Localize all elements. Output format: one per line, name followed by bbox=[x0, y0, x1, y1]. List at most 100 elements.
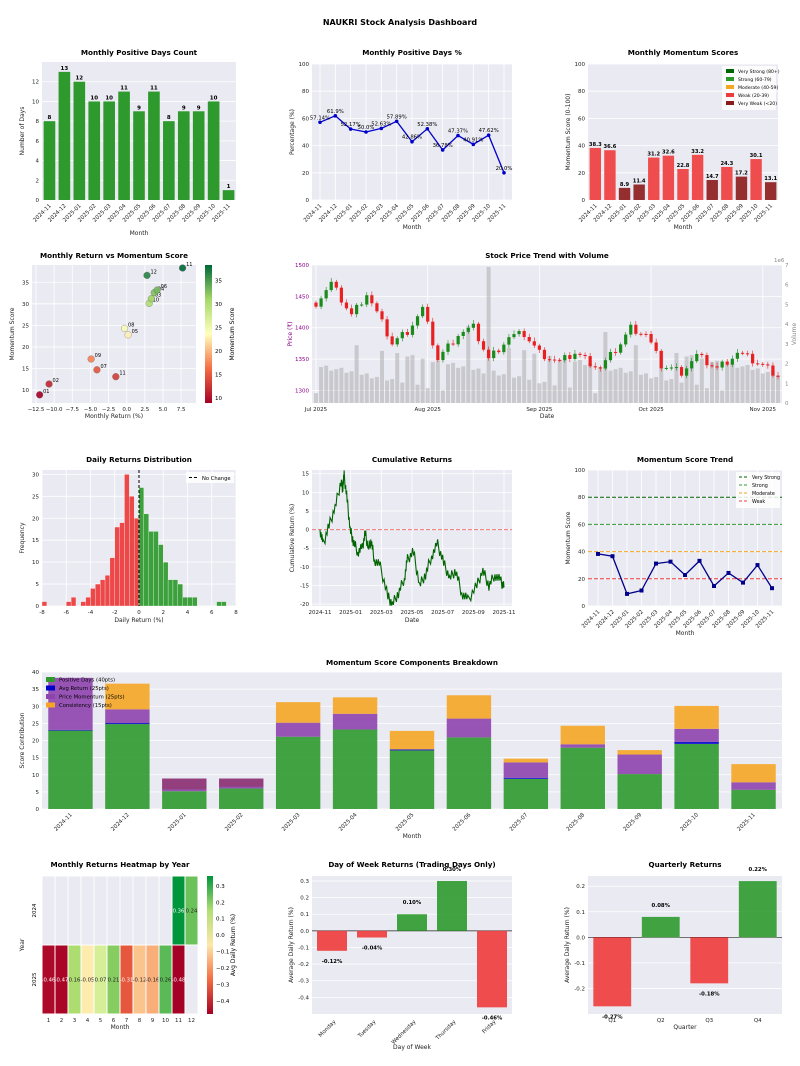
scatter-point bbox=[153, 286, 161, 294]
volume-bar bbox=[562, 357, 567, 403]
bar-value-label: -0.46% bbox=[482, 1015, 503, 1021]
y-tick-label: 0.0 bbox=[576, 935, 585, 941]
stacked-bar-segment bbox=[275, 702, 321, 723]
volume-bar bbox=[567, 387, 572, 403]
histogram-bar bbox=[163, 561, 169, 607]
x-tick-label: 6 bbox=[210, 610, 214, 616]
y-tick-label: 10 bbox=[302, 490, 309, 496]
candle-body bbox=[365, 295, 369, 305]
x-tick-label: Q1 bbox=[608, 1018, 616, 1024]
histogram-bar bbox=[66, 601, 72, 607]
candle-body bbox=[319, 298, 323, 307]
candle-body bbox=[756, 363, 760, 365]
y-tick-label: 80 bbox=[578, 89, 585, 95]
volume-bar bbox=[633, 345, 638, 403]
y-tick-label: 15 bbox=[22, 367, 29, 373]
y-tick-label: 2 bbox=[36, 178, 40, 184]
heatmap-cell-label: -0.48 bbox=[172, 978, 186, 984]
y-tick-label: 5 bbox=[306, 509, 310, 515]
volume-bar bbox=[649, 378, 654, 403]
candle-body bbox=[415, 316, 420, 326]
x-tick-label: 7 bbox=[125, 1018, 129, 1024]
colorbar bbox=[207, 876, 213, 1014]
legend-label: Strong (60-79) bbox=[738, 77, 772, 83]
heatmap-cell-label: 0.26 bbox=[160, 978, 172, 984]
y-tick-label: 1400 bbox=[295, 326, 309, 332]
heatmap-empty-cell bbox=[184, 944, 199, 1015]
data-point bbox=[755, 563, 760, 568]
candle-body bbox=[588, 356, 592, 367]
legend-box bbox=[722, 66, 776, 110]
legend-swatch bbox=[46, 694, 55, 699]
candle-body bbox=[507, 337, 511, 345]
colorbar-tick-label: 20 bbox=[215, 349, 222, 355]
bar-value-label: 11 bbox=[150, 86, 158, 92]
candle-body bbox=[598, 367, 602, 369]
x-tick-label: 0.0 bbox=[122, 407, 131, 413]
x-axis-label: Month bbox=[674, 224, 693, 231]
data-point bbox=[410, 139, 414, 144]
y-tick-label: 25 bbox=[22, 323, 29, 329]
bar-value-label: -0.12% bbox=[322, 959, 343, 965]
x-tick-label: Jul 2025 bbox=[304, 407, 328, 413]
plot-area bbox=[32, 265, 196, 403]
point-label: 12 bbox=[151, 269, 157, 275]
volume-bar bbox=[613, 369, 618, 403]
bar bbox=[177, 111, 190, 200]
chart-title: Monthly Momentum Scores bbox=[628, 48, 739, 57]
histogram-bar bbox=[158, 544, 164, 607]
legend-swatch bbox=[46, 685, 55, 691]
candle-body bbox=[410, 325, 415, 335]
y-tick-label: 6 bbox=[36, 139, 40, 145]
scatter-point bbox=[93, 366, 101, 374]
volume-bar bbox=[430, 362, 435, 403]
volume-tick-label: 7 bbox=[785, 263, 789, 269]
candle-body bbox=[471, 323, 475, 328]
x-tick-label: −2.5 bbox=[102, 407, 116, 413]
candle-body bbox=[314, 302, 318, 307]
candle-body bbox=[517, 331, 521, 335]
bar bbox=[604, 150, 616, 200]
stacked-bar-segment bbox=[560, 725, 605, 745]
chart-momentum-components: 2024-11 2024-12 2025-01 2025-02 2025-03 2025-… bbox=[19, 658, 782, 840]
y-axis-label: Year bbox=[19, 938, 26, 952]
bar-value-label: 8 bbox=[48, 115, 52, 121]
x-tick-label: 3 bbox=[73, 1018, 77, 1024]
volume-bar bbox=[765, 372, 770, 403]
colorbar-label: Avg Daily Return (%) bbox=[230, 914, 237, 976]
candle-body bbox=[421, 306, 425, 317]
volume-bar bbox=[608, 370, 613, 403]
y-tick-label: -0.1 bbox=[574, 961, 585, 967]
heatmap-cell-label: 0.07 bbox=[95, 978, 107, 984]
point-label: 11 bbox=[119, 371, 125, 377]
legend-swatch bbox=[726, 69, 734, 73]
volume-bar bbox=[618, 367, 623, 403]
bar bbox=[721, 166, 733, 200]
y-tick-label: 10 bbox=[32, 773, 39, 779]
histogram-bar bbox=[129, 496, 135, 607]
y-tick-label: 40 bbox=[302, 144, 309, 150]
stacked-bar-segment bbox=[48, 729, 93, 731]
volume-bar bbox=[689, 355, 694, 403]
colorbar-tick-label: 35 bbox=[215, 278, 222, 284]
x-tick-label: Q2 bbox=[657, 1018, 665, 1024]
candle-body bbox=[553, 359, 557, 361]
x-tick-label: Thursday bbox=[434, 1019, 458, 1043]
bar bbox=[103, 101, 115, 200]
chart-title: Daily Returns Distribution bbox=[86, 455, 192, 464]
dashboard-title: NAUKRI Stock Analysis Dashboard bbox=[323, 18, 478, 27]
x-axis-label: Daily Return (%) bbox=[114, 617, 163, 624]
y-tick-label: 20 bbox=[32, 516, 39, 522]
x-tick-label: 2025-05 bbox=[401, 610, 424, 616]
candle-body bbox=[715, 366, 719, 368]
y-tick-label: 0 bbox=[582, 198, 586, 204]
histogram-bar bbox=[143, 513, 149, 607]
histogram-bar bbox=[114, 526, 120, 607]
volume-bar bbox=[679, 382, 684, 403]
data-point bbox=[625, 591, 629, 596]
volume-bar bbox=[740, 366, 745, 403]
legend-label: Price Momentum (25pts) bbox=[59, 695, 125, 701]
data-point bbox=[471, 142, 476, 147]
chart-cumulative-returns: 2024-11 2025-01 2025-03 2025-05 2025-07 2025-… bbox=[289, 455, 515, 624]
heatmap-empty-cell bbox=[67, 875, 82, 946]
